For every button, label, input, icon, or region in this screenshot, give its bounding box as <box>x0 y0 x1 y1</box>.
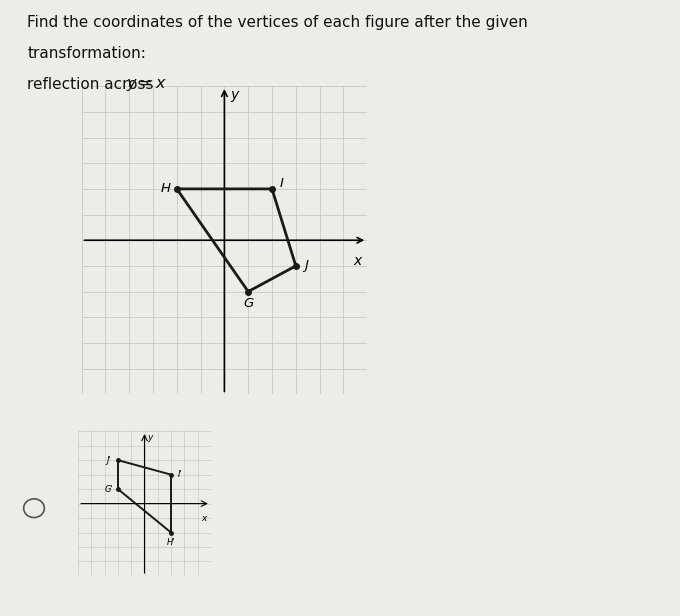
Text: transformation:: transformation: <box>27 46 146 61</box>
Text: reflection across: reflection across <box>27 77 158 92</box>
Text: G: G <box>243 297 254 310</box>
Text: I': I' <box>178 470 183 479</box>
Text: $y$: $y$ <box>147 432 155 444</box>
Text: $x$: $x$ <box>201 514 208 523</box>
Text: J: J <box>305 259 309 272</box>
Text: Find the coordinates of the vertices of each figure after the given: Find the coordinates of the vertices of … <box>27 15 528 30</box>
Text: H': H' <box>167 538 175 547</box>
Text: $y$: $y$ <box>231 89 241 104</box>
Text: $y = x$: $y = x$ <box>126 77 167 93</box>
Text: $x$: $x$ <box>353 254 364 269</box>
Text: J': J' <box>106 456 111 464</box>
Text: H: H <box>161 182 171 195</box>
Text: I: I <box>279 177 284 190</box>
Text: G': G' <box>104 485 113 493</box>
